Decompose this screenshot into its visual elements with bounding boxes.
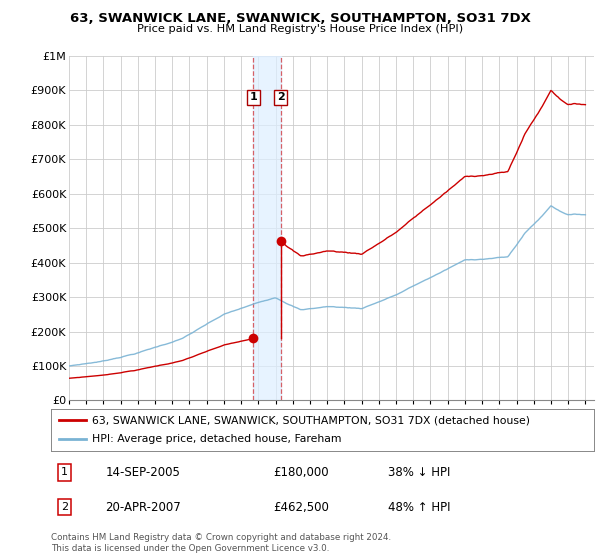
Text: Contains HM Land Registry data © Crown copyright and database right 2024.
This d: Contains HM Land Registry data © Crown c… bbox=[51, 533, 391, 553]
Text: 63, SWANWICK LANE, SWANWICK, SOUTHAMPTON, SO31 7DX (detached house): 63, SWANWICK LANE, SWANWICK, SOUTHAMPTON… bbox=[92, 415, 530, 425]
Text: £462,500: £462,500 bbox=[274, 501, 329, 514]
Text: £180,000: £180,000 bbox=[274, 466, 329, 479]
Bar bbox=[253, 56, 281, 400]
Text: 2: 2 bbox=[61, 502, 68, 512]
Text: HPI: Average price, detached house, Fareham: HPI: Average price, detached house, Fare… bbox=[92, 435, 341, 445]
Text: 2: 2 bbox=[277, 92, 284, 102]
Text: 14-SEP-2005: 14-SEP-2005 bbox=[106, 466, 180, 479]
Text: Price paid vs. HM Land Registry's House Price Index (HPI): Price paid vs. HM Land Registry's House … bbox=[137, 24, 463, 34]
Text: 48% ↑ HPI: 48% ↑ HPI bbox=[388, 501, 450, 514]
Text: 1: 1 bbox=[61, 468, 68, 478]
Text: 63, SWANWICK LANE, SWANWICK, SOUTHAMPTON, SO31 7DX: 63, SWANWICK LANE, SWANWICK, SOUTHAMPTON… bbox=[70, 12, 530, 25]
Text: 38% ↓ HPI: 38% ↓ HPI bbox=[388, 466, 450, 479]
Text: 20-APR-2007: 20-APR-2007 bbox=[106, 501, 181, 514]
Text: 1: 1 bbox=[250, 92, 257, 102]
